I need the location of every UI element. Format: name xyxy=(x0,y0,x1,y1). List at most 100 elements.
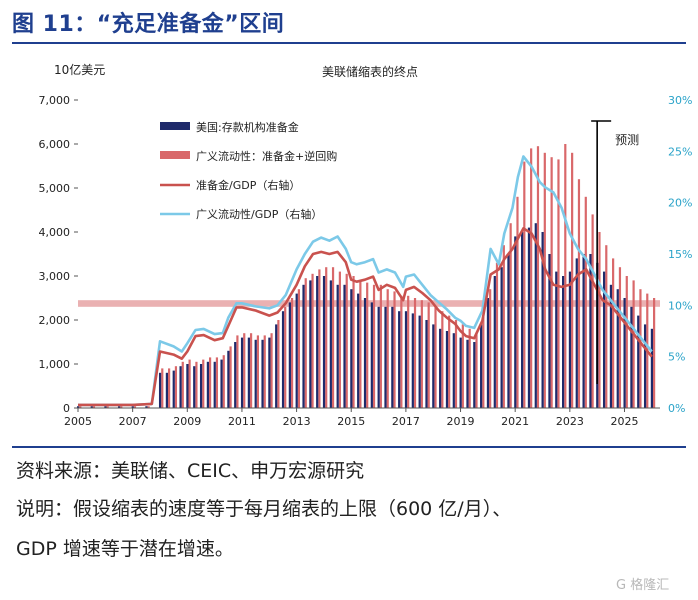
reserves-bar xyxy=(316,276,319,408)
broad-liquidity-bar xyxy=(284,306,287,408)
broad-liquidity-bar xyxy=(188,359,191,408)
legend-swatch-bar xyxy=(160,122,190,130)
legend-label: 广义流动性/GDP（右轴） xyxy=(196,207,322,221)
reserves-bar xyxy=(240,337,244,408)
reserves-gdp-line xyxy=(78,227,653,407)
reserves-bar xyxy=(616,289,619,408)
note-text-line-1: 说明：假设缩表的速度等于每月缩表的上限（600 亿/月）、 xyxy=(16,498,512,520)
reserves-bar xyxy=(343,284,346,408)
reserves-bar xyxy=(268,337,271,408)
reserves-bar xyxy=(322,276,326,408)
reserves-bar xyxy=(534,223,537,408)
reserves-bar xyxy=(650,328,654,408)
broad-liquidity-bar xyxy=(331,267,335,408)
reserves-bar xyxy=(254,339,257,408)
left-axis-tick-label: 5,000 xyxy=(39,182,71,195)
broad-liquidity-bar xyxy=(625,276,628,408)
broad-liquidity-bar xyxy=(557,159,560,408)
broad-liquidity-bar xyxy=(427,302,430,408)
broad-liquidity-bar xyxy=(311,273,314,408)
legend-label: 美国:存款机构准备金 xyxy=(196,120,299,134)
broad-liquidity-bar xyxy=(181,361,184,408)
reserves-bar xyxy=(145,406,148,408)
reserves-bar xyxy=(398,311,401,408)
reserves-bar xyxy=(480,324,483,408)
right-axis-tick-label: 20% xyxy=(668,197,692,210)
broad-liquidity-bar xyxy=(195,361,198,408)
x-axis-tick-label: 2019 xyxy=(447,415,475,428)
chart-title: 美联储缩表的终点 xyxy=(322,64,418,79)
note-text-line-2: GDP 增速等于潜在增速。 xyxy=(16,538,234,560)
reserves-bar xyxy=(507,254,510,408)
x-axis-tick-label: 2007 xyxy=(119,415,147,428)
reserves-bar xyxy=(295,293,298,408)
broad-liquidity-bar xyxy=(413,298,417,408)
left-axis-tick-label: 1,000 xyxy=(39,358,71,371)
broad-liquidity-bar xyxy=(543,152,546,408)
broad-liquidity-bar xyxy=(243,333,246,408)
title-rule xyxy=(12,42,686,44)
broad-liquidity-bar xyxy=(304,278,307,408)
reserves-bar xyxy=(275,324,278,408)
broad-liquidity-bar xyxy=(325,267,328,408)
reserves-bar xyxy=(377,306,380,408)
reserves-bar xyxy=(288,302,291,408)
broad-liquidity-bar xyxy=(639,289,642,408)
broad-liquidity-bar xyxy=(448,315,451,408)
reserves-bar xyxy=(575,258,578,408)
broad-liquidity-bar xyxy=(502,245,505,408)
x-axis-tick-label: 2013 xyxy=(283,415,311,428)
left-axis-unit: 10亿美元 xyxy=(54,62,105,77)
reserves-bar xyxy=(350,289,353,408)
reserves-bar xyxy=(541,232,544,408)
ratio-lines xyxy=(78,155,653,407)
source-text: 资料来源：美联储、CEIC、申万宏源研究 xyxy=(16,460,365,482)
reserves-bar xyxy=(589,254,592,408)
legend-label: 广义流动性：准备金+逆回购 xyxy=(196,149,337,163)
reserves-bar xyxy=(630,306,633,408)
reserves-bar xyxy=(281,311,285,408)
left-axis-tick-label: 2,000 xyxy=(39,314,71,327)
right-axis-tick-label: 25% xyxy=(668,145,692,158)
reserves-bar xyxy=(357,293,360,408)
reserves-bar xyxy=(261,339,264,408)
broad-liquidity-bar xyxy=(420,300,423,408)
source-rule xyxy=(12,446,686,448)
reserves-bar xyxy=(548,254,551,408)
reserves-bar xyxy=(555,271,558,408)
reserves-bar xyxy=(439,328,442,408)
broad-liquidity-bar xyxy=(372,284,376,408)
broad-liquidity-bar xyxy=(277,320,280,408)
reserves-bar xyxy=(493,276,496,408)
broad-liquidity-bar xyxy=(147,406,150,408)
broad-liquidity-bar xyxy=(564,144,567,408)
broad-liquidity-bar xyxy=(379,284,382,408)
reserves-bar xyxy=(623,298,626,408)
broad-liquidity-bar xyxy=(523,161,526,408)
broad-liquidity-bar xyxy=(516,196,519,408)
broad-liquidity-bar xyxy=(400,295,403,408)
reserves-bar xyxy=(329,280,332,408)
watermark: G 格隆汇 xyxy=(616,578,670,593)
right-axis-tick-label: 10% xyxy=(668,299,692,312)
reserves-bar xyxy=(247,337,250,408)
reserves-bar xyxy=(206,361,209,408)
broad-liquidity-bar xyxy=(475,333,478,408)
reserves-bar xyxy=(363,298,367,408)
broad-liquidity-bar xyxy=(338,271,341,408)
broad-liquidity-bar xyxy=(530,148,533,408)
broad-liquidity-bar xyxy=(229,346,232,408)
broad-liquidity-bar xyxy=(441,311,444,408)
broad-liquidity-bar xyxy=(536,146,540,408)
chart: 美联储缩表的终点 10亿美元 0 1,000 2,000 3,000 4,000 5,00… xyxy=(39,62,693,428)
reserves-bar xyxy=(466,339,469,408)
broad-liquidity-bar xyxy=(618,267,622,408)
broad-liquidity-bar xyxy=(256,335,260,408)
reserves-bar xyxy=(384,306,387,408)
broad-liquidity-bar xyxy=(482,315,485,408)
reserves-bar xyxy=(643,324,647,408)
reserves-bar xyxy=(370,302,373,408)
broad-liquidity-bar xyxy=(297,289,300,408)
reserves-bar xyxy=(527,227,531,408)
broad-liquidity-bar xyxy=(208,357,212,408)
